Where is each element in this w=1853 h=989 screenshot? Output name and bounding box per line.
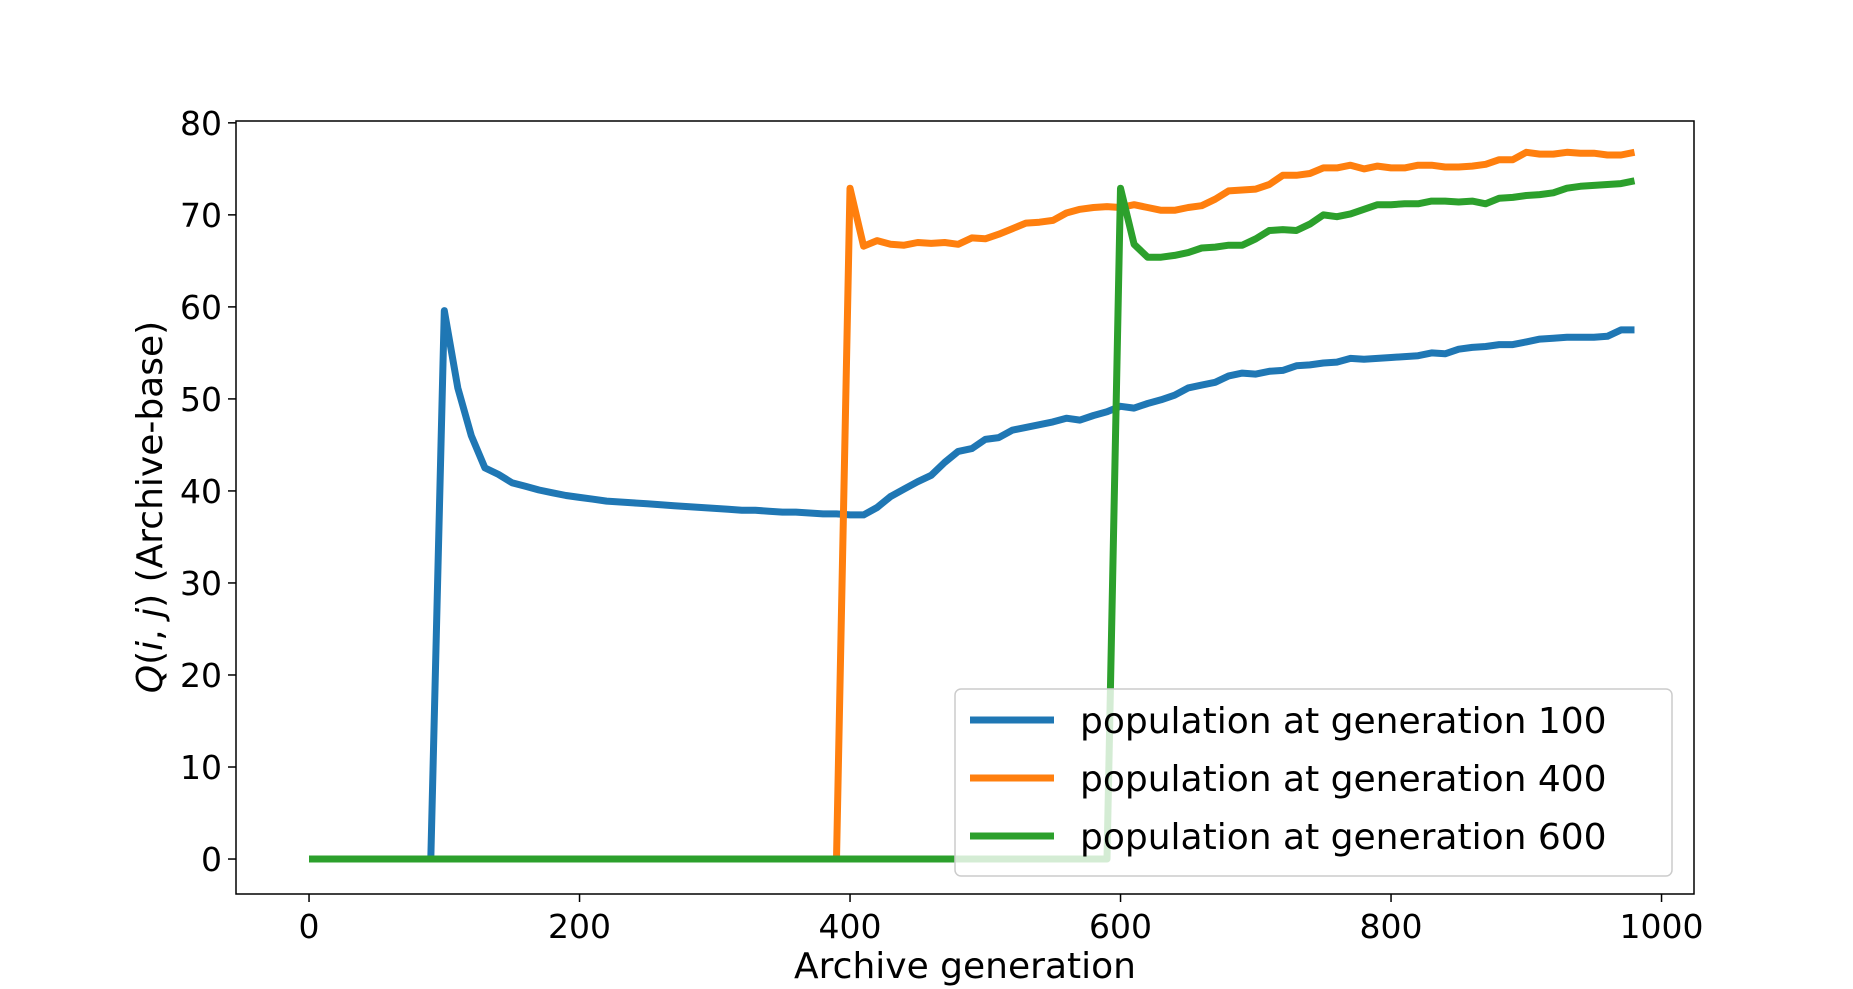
x-tick-label: 0 <box>299 907 320 946</box>
legend-label-gen-400: population at generation 400 <box>1080 759 1607 800</box>
y-tick-label: 50 <box>180 380 222 419</box>
plot-frame <box>235 120 1695 895</box>
y-axis: 0 10 20 30 40 50 60 70 80 <box>180 104 236 879</box>
y-axis-title: Q(i, j) (Archive-base) <box>130 321 171 693</box>
x-tick-label: 400 <box>819 907 882 946</box>
legend-box <box>954 688 1673 877</box>
x-axis: 0 200 400 600 800 1000 <box>299 894 1704 946</box>
series-layer <box>309 148 1636 863</box>
x-tick-label: 1000 <box>1620 907 1704 946</box>
y-axis-title-open-paren: ( <box>130 651 171 665</box>
x-axis-title: Archive generation <box>794 946 1136 987</box>
series-line-2 <box>309 177 1636 863</box>
legend: population at generation 100 population … <box>954 688 1673 877</box>
legend-label-gen-100: population at generation 100 <box>1080 701 1607 742</box>
y-axis-title-i: i <box>130 641 171 651</box>
y-axis-title-close-paren: ) <box>130 594 171 608</box>
y-tick-label: 20 <box>180 656 222 695</box>
y-axis-title-q: Q <box>130 665 171 693</box>
y-tick-label: 40 <box>180 472 222 511</box>
y-tick-label: 0 <box>201 840 222 879</box>
y-axis-title-suffix: (Archive-base) <box>130 321 171 594</box>
y-tick-label: 70 <box>180 196 222 235</box>
y-tick-label: 60 <box>180 288 222 327</box>
legend-label-gen-600: population at generation 600 <box>1080 817 1607 858</box>
x-tick-label: 800 <box>1360 907 1423 946</box>
y-tick-label: 30 <box>180 564 222 603</box>
series-line-1 <box>309 148 1636 863</box>
x-tick-label: 600 <box>1089 907 1152 946</box>
y-axis-title-comma: , <box>130 618 171 641</box>
series-line-0 <box>309 307 1635 863</box>
y-tick-label: 80 <box>180 104 222 143</box>
x-tick-label: 200 <box>548 907 611 946</box>
y-tick-label: 10 <box>180 748 222 787</box>
